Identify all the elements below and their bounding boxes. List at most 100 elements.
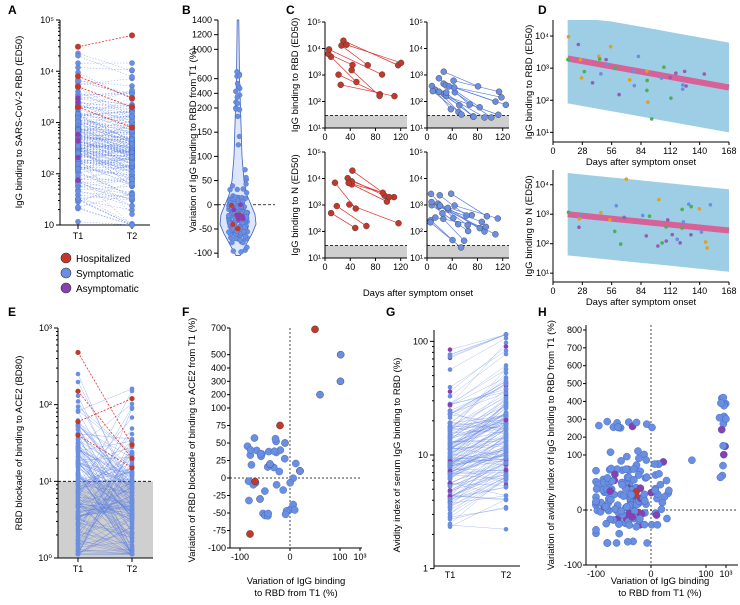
panel-e-point-t1 <box>75 457 81 463</box>
panel-e-pair-line <box>77 472 133 482</box>
panel-g-pair-line <box>449 418 507 438</box>
panel-a-hosp-line <box>77 86 133 108</box>
panel-e-point-t2 <box>129 386 135 392</box>
panel-b-point <box>234 94 240 100</box>
panel-c-n-sym-point <box>478 218 486 226</box>
panel-e-pair-line <box>77 451 133 530</box>
panel-f-y-tick-label: 700 <box>211 323 226 333</box>
panel-c-rbd-hosp-point <box>348 66 355 74</box>
panel-h-point <box>635 454 643 463</box>
panel-g-pair-line <box>449 448 507 476</box>
panel-h-point <box>717 425 726 434</box>
panel-a-pair-line <box>77 114 133 142</box>
panel-d-n-point <box>622 215 626 220</box>
panel-f-point <box>272 481 281 489</box>
panel-c-n-hosp-point <box>345 179 352 187</box>
panel-a-pair-line <box>77 148 133 154</box>
panel-a-pair-line <box>77 72 133 100</box>
panel-d-n-y-tick-label: 10¹ <box>536 268 549 278</box>
panel-f-point-hospitalized <box>251 477 259 486</box>
panel-e-pair-line <box>77 433 133 440</box>
panel-a-point-t2 <box>129 195 135 201</box>
panel-g-pair-line <box>449 410 507 435</box>
panel-g-point-t2 <box>503 424 509 430</box>
panel-a-pair-line <box>77 128 133 134</box>
panel-e-point-t2 <box>129 431 135 437</box>
panel-a-pair-line <box>77 87 133 116</box>
panel-e-point-t1 <box>75 515 81 520</box>
panel-a-y-tick-label: 10 <box>44 220 54 230</box>
panel-a-point-t2 <box>129 67 135 73</box>
panel-g-pair-line <box>449 450 507 467</box>
panel-g-point-t2 <box>503 485 509 490</box>
panel-a-asym-point <box>75 131 81 137</box>
panel-a-pair-line <box>77 144 133 149</box>
panel-d-rbd-point <box>636 54 641 59</box>
panel-f-point <box>256 450 265 458</box>
panel-g-pair-line <box>449 479 507 510</box>
panel-c-n-sym-point <box>436 202 444 209</box>
panel-g-point-t2 <box>503 386 509 392</box>
panel-h-point <box>595 421 603 430</box>
panel-d-n-point <box>618 242 623 246</box>
panel-f-y-tick-label: 200 <box>211 390 226 400</box>
panel-c-n-sym-point <box>494 215 501 222</box>
panel-g-pair-line <box>449 447 507 463</box>
panel-a-point-t1 <box>75 161 81 167</box>
panel-a-pair-line <box>77 149 133 186</box>
panel-a-pair-line <box>77 93 133 95</box>
panel-g-pair-line <box>449 463 507 491</box>
panel-b-y-tick-label: 1000 <box>192 44 212 54</box>
panel-f-y-tick-label: 500 <box>211 350 226 360</box>
panel-a-pair-line <box>77 193 133 208</box>
panel-a-pair-line <box>77 143 133 157</box>
panel-d-n-point <box>608 217 612 222</box>
legend-marker-symptomatic <box>60 267 72 279</box>
panel-a-hosp-line <box>77 75 133 99</box>
panel-c-rbd-sym-track <box>448 86 480 108</box>
panel-c-n-sym-point <box>483 213 491 220</box>
panel-g-pair-line <box>449 382 507 424</box>
panel-c-n-sym-point <box>460 237 468 244</box>
panel-b-y-tick-label: 600 <box>197 74 212 84</box>
panel-g-point-t2 <box>503 390 509 396</box>
panel-f-y-tick-label: 50 <box>216 438 226 448</box>
panel-c-n-hosp-track <box>352 170 390 198</box>
panel-e-hosp-line <box>77 352 133 445</box>
panel-g-pair-line <box>449 415 507 429</box>
panel-h-point <box>615 520 623 528</box>
panel-g-point-t2 <box>503 526 509 532</box>
panel-d-rbd-x-tick-label: 168 <box>721 146 736 156</box>
panel-g-point-t1 <box>447 514 453 520</box>
panel-e-point-t2 <box>129 511 135 517</box>
panel-h-point <box>602 519 611 528</box>
panel-e-point-t2 <box>129 476 135 482</box>
panel-c-rbd-hosp-x-tick-label: 80 <box>370 132 380 142</box>
panel-e-pair-line <box>77 541 133 548</box>
panel-a-pair-line <box>77 194 133 201</box>
panel-c-n-sym-y-tick-label: 10¹ <box>410 253 423 263</box>
panel-e-hosp-point <box>75 388 81 394</box>
panel-a-pair-line <box>77 91 133 118</box>
panel-a-pair-line <box>77 130 133 158</box>
panel-e-y-tick-label: 10¹ <box>39 476 52 486</box>
panel-e-point-t1 <box>75 497 81 502</box>
panel-g-pair-line <box>449 440 507 443</box>
panel-h-point <box>662 476 671 485</box>
panel-g-point-t2 <box>503 474 509 480</box>
panel-e-pair-line <box>77 406 133 454</box>
panel-f-point <box>245 496 253 505</box>
panel-d-rbd-x-tick-label: 140 <box>692 146 707 156</box>
panel-e-point-t2 <box>129 544 135 550</box>
panel-g-point-t1 <box>447 393 453 399</box>
panel-b-point <box>235 100 241 107</box>
panel-e-point-t1 <box>75 404 81 410</box>
panel-e-pair-line <box>77 428 133 508</box>
panel-e-point-t1 <box>75 537 81 543</box>
panel-b-point <box>237 237 243 243</box>
panel-g-point-t2 <box>503 448 509 454</box>
panel-c-n-hosp-point <box>331 179 339 186</box>
panel-e-pair-line <box>77 505 133 517</box>
panel-e-point-t2 <box>129 551 135 557</box>
panel-a-point-t1 <box>75 143 81 149</box>
